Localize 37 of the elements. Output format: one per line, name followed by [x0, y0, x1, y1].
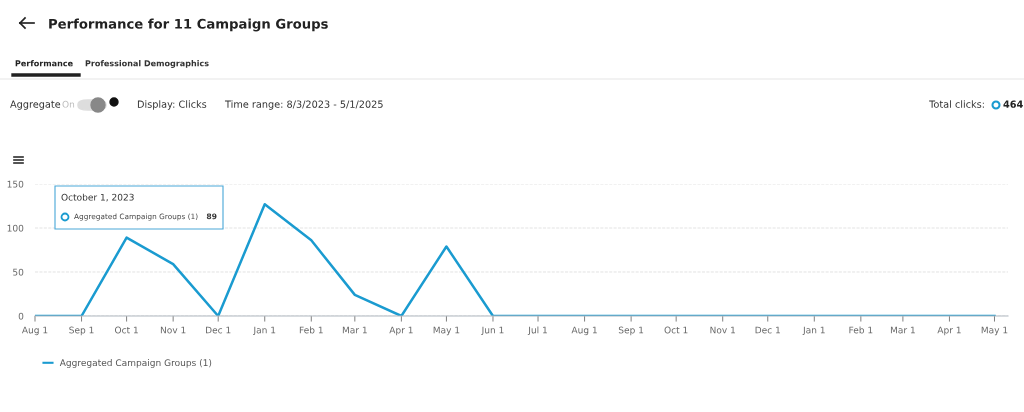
x-tick-label: Aug 1	[21, 326, 48, 336]
x-tick-label: Jan 1	[802, 326, 825, 336]
x-tick-label: Aug 1	[571, 326, 597, 336]
y-tick-label: 150	[7, 180, 24, 188]
text: Total clicks:	[929, 100, 984, 108]
x-tick-label: Dec 1	[755, 326, 780, 334]
text: Time range: 8/3/2023 - 5/1/2025	[224, 100, 383, 110]
text: Aggregate	[10, 100, 61, 110]
x-tick-label: Mar 1	[342, 326, 367, 334]
text: Performance	[15, 60, 73, 67]
x-tick-label: Dec 1	[206, 326, 231, 334]
x-tick-label: Apr 1	[937, 326, 961, 336]
x-tick-label: Sep 1	[69, 326, 94, 336]
x-tick-label: Mar 1	[890, 326, 915, 334]
x-tick-label: Feb 1	[299, 326, 323, 334]
x-tick-label: Jan 1	[253, 326, 276, 336]
x-tick-label: Nov 1	[710, 326, 735, 334]
x-tick-label: Oct 1	[664, 326, 688, 334]
x-tick-label: Apr 1	[389, 326, 413, 336]
x-tick-label: May 1	[433, 326, 460, 336]
text: 464	[1003, 100, 1023, 108]
x-tick-label: May 1	[981, 326, 1008, 336]
chart-title: Performance for 11 Campaign Groups	[49, 18, 328, 32]
y-tick-label: 0	[18, 312, 24, 320]
x-tick-label: Oct 1	[114, 326, 138, 334]
text: Professional Demographics	[85, 60, 209, 68]
text: On	[62, 100, 75, 108]
x-tick-label: Jun 1	[481, 326, 504, 336]
x-tick-label: Sep 1	[618, 326, 644, 336]
y-tick-label: 50	[13, 268, 24, 276]
annotation: October 1, 2023	[61, 193, 134, 202]
x-tick-label: Jul 1	[527, 326, 547, 336]
x-tick-label: Feb 1	[849, 326, 873, 334]
x-tick-label: Nov 1	[160, 326, 186, 334]
legend-label: Aggregated Campaign Groups (1)	[59, 359, 212, 368]
y-tick-label: 100	[7, 224, 24, 232]
text: Display: Clicks	[137, 100, 207, 110]
